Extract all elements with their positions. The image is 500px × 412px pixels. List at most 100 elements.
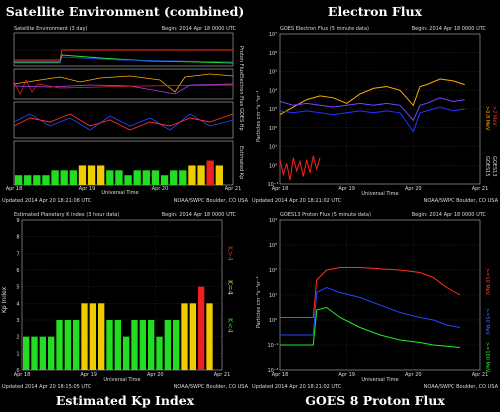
sat-footer-right: NOAA/SWPC Boulder, CO USA — [174, 198, 249, 204]
pf-header-right: Begin: 2014 Apr 18 0000 UTC — [412, 212, 487, 218]
ef-series-line — [279, 106, 465, 133]
sat-proton-blue — [14, 56, 234, 64]
sat-footer-left: Updated 2014 Apr 20 18:21:08 UTC — [2, 198, 92, 204]
sat-xtick-label: Apr 19 — [79, 186, 96, 192]
sat-xticks: Apr 18 Apr 19 Apr 20 Apr 21 — [6, 186, 242, 192]
ef-xtick-label: Apr 20 — [405, 186, 422, 192]
satellite-title: Satellite Environment (combined) — [5, 4, 245, 19]
kp-bar — [98, 303, 105, 370]
ef-ylabel: Particles cm⁻²s⁻¹sr⁻¹ — [256, 91, 262, 142]
sat-kp-bar — [51, 170, 59, 185]
sat-row-kp: Estimated Kp — [13, 140, 244, 186]
pf-yticks: 10⁻² 10⁻¹ 10⁰ 10¹ 10² 10³ 10⁴ — [267, 218, 278, 374]
pf-xtick-label: Apr 20 — [405, 372, 422, 378]
kp-bar — [148, 320, 155, 370]
sat-kp-bar — [106, 170, 114, 185]
pf-xtick-label: Apr 21 — [472, 372, 489, 378]
kp-header-left: Estimated Planetary K index (3 hour data… — [14, 212, 119, 218]
ef-ytick-label: 10⁷ — [269, 32, 277, 38]
pf-legend-10: >=10 MeV — [484, 268, 490, 296]
sat-proton-red — [14, 49, 233, 61]
sat-hp-blue — [13, 113, 234, 131]
proton-title: GOES 8 Proton Flux — [305, 393, 445, 408]
sat-kp-bar — [14, 175, 23, 185]
pf-ytick-label: 10³ — [269, 243, 277, 249]
sat-xtick-label: Apr 20 — [152, 186, 169, 192]
pf-ytick-label: 10⁴ — [269, 218, 277, 224]
ef-ytick-label: 10⁵ — [269, 70, 277, 76]
pf-xticks: Apr 18 Apr 19 Apr 20 Apr 21 — [272, 372, 489, 378]
pf-xtick-label: Apr 18 — [272, 372, 289, 378]
electron-flux-chart: GOES Electron Flux (5 minute data) Begin… — [250, 22, 500, 205]
kp-bar — [81, 303, 88, 370]
kp-index-chart: Estimated Planetary K index (3 hour data… — [0, 208, 250, 391]
kp-legend-eq4: K=4 — [226, 280, 234, 295]
kp-ytick-label: 3 — [16, 318, 19, 324]
sat-kp-bar — [215, 165, 223, 185]
ef-xtick-label: Apr 19 — [338, 186, 355, 192]
kp-title: Estimated Kp Index — [55, 393, 195, 408]
pf-legend-50: >=50 MeV — [484, 308, 490, 336]
sat-xtick-label: Apr 21 — [225, 186, 242, 192]
sat-kp-bar — [170, 170, 178, 185]
pf-series-line — [280, 286, 461, 336]
kp-bars — [23, 286, 213, 370]
sat-header-left: Satellite Environment (3 day) — [14, 26, 88, 32]
ef-ytick-label: 10¹ — [269, 145, 277, 151]
kp-grid — [21, 220, 223, 370]
kp-ytick-label: 0 — [16, 368, 19, 374]
ef-ytick-label: 10⁰ — [269, 163, 277, 169]
sat-kp-bars — [14, 160, 223, 185]
ef-header-left: GOES Electron Flux (5 minute data) — [280, 26, 369, 32]
kp-bar — [123, 336, 130, 370]
kp-bar — [64, 320, 71, 370]
kp-bar — [48, 336, 55, 370]
sat-xtick-label: Apr 18 — [6, 186, 23, 192]
kp-bar — [198, 286, 205, 370]
sat-kp-bar — [124, 175, 132, 185]
ef-ytick-label: 10⁶ — [269, 51, 277, 57]
sat-electron-red — [13, 79, 234, 95]
ef-xtick-label: Apr 18 — [272, 186, 289, 192]
pf-xtick-label: Apr 19 — [338, 372, 355, 378]
kp-bar — [181, 303, 188, 370]
kp-ytick-label: 2 — [16, 335, 19, 341]
ef-sat-goes15: GOES15 — [484, 156, 490, 177]
sat-kp-bar — [87, 165, 96, 185]
kp-ytick-label: 1 — [16, 351, 19, 357]
sat-kp-bar — [60, 170, 68, 185]
kp-bar — [206, 303, 213, 370]
pf-series-line — [280, 267, 461, 318]
ef-ytick-label: 10³ — [269, 107, 277, 113]
sat-row-proton: Proton Flux — [13, 32, 244, 74]
sat-row-goes-hp: GOES Hp — [13, 101, 244, 139]
pf-ytick-label: 10⁰ — [269, 318, 277, 324]
satellite-environment-chart: Satellite Environment (3 day) Begin: 201… — [0, 22, 250, 205]
ef-lines — [279, 78, 465, 181]
sat-kp-bar — [24, 175, 32, 185]
sat-row-label-kp: Estimated Kp — [238, 146, 244, 179]
ef-grid — [279, 34, 481, 184]
kp-bar — [73, 320, 80, 370]
proton-flux-chart: GOES13 Proton Flux (5 minute data) Begin… — [250, 208, 500, 391]
ef-series-line — [279, 155, 321, 181]
sat-row-electron: Electron Flux — [13, 68, 244, 107]
sat-kp-bar — [142, 170, 150, 185]
sat-kp-bar — [42, 175, 50, 185]
sat-kp-bar — [197, 165, 205, 185]
pf-ylabel: Particles cm⁻²s⁻¹sr⁻¹ — [256, 277, 262, 328]
kp-ytick-label: 8 — [16, 235, 19, 241]
sat-kp-bar — [115, 170, 123, 185]
kp-ylabel: Kp Index — [1, 286, 8, 313]
ef-xtick-label: Apr 21 — [472, 186, 489, 192]
kp-xtick-label: Apr 18 — [14, 372, 31, 378]
sat-kp-bar — [33, 175, 41, 185]
sat-header-right: Begin: 2014 Apr 18 0000 UTC — [162, 26, 237, 32]
kp-xtick-label: Apr 20 — [147, 372, 164, 378]
kp-legend-above4: K>4 — [226, 246, 234, 261]
ef-header-right: Begin: 2014 Apr 18 0000 UTC — [412, 26, 487, 32]
sat-row-label-hp: GOES Hp — [238, 108, 244, 131]
pf-ytick-label: 10¹ — [269, 293, 277, 299]
kp-xticks: Apr 18 Apr 19 Apr 20 Apr 21 — [14, 372, 231, 378]
ef-ytick-label: 10⁴ — [269, 88, 277, 94]
